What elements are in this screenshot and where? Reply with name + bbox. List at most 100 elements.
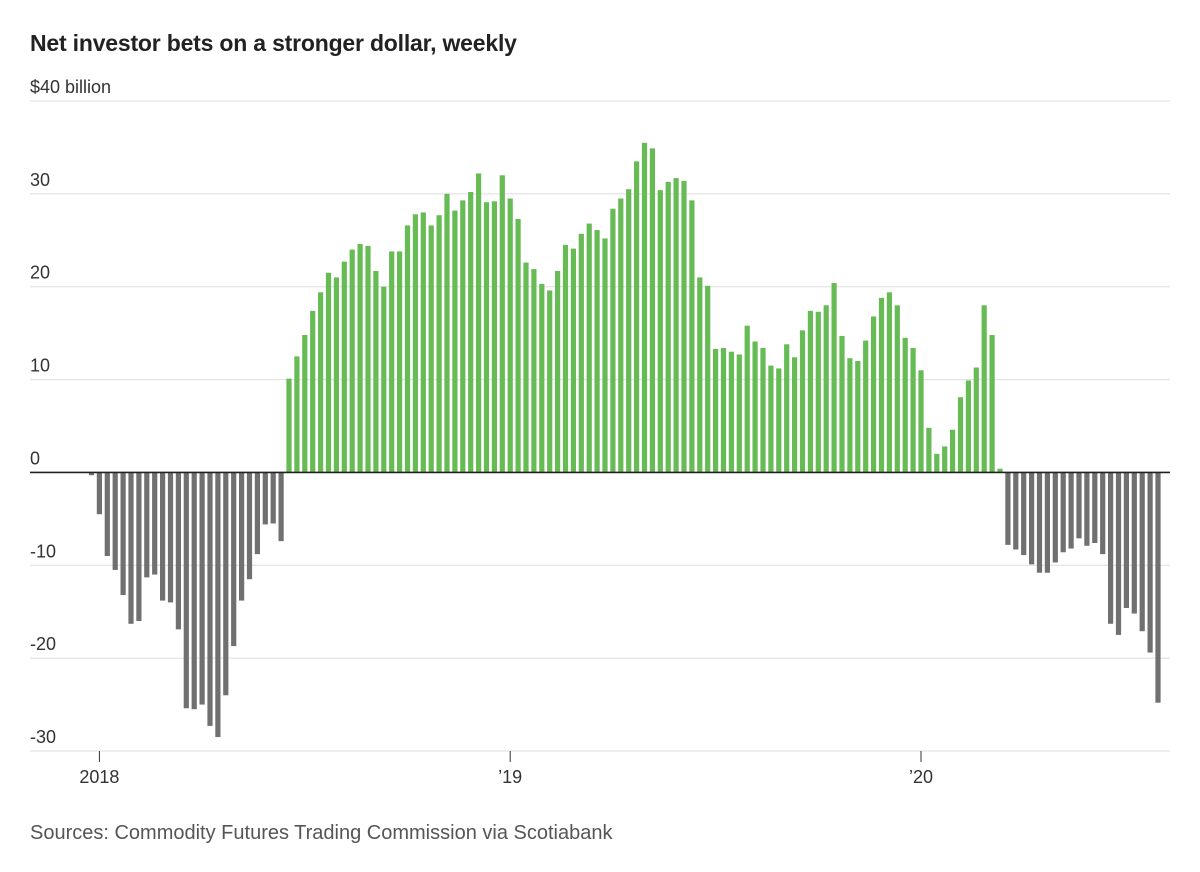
bar [807,310,813,473]
bar [357,244,363,473]
bar [752,341,758,473]
bar [713,348,719,473]
x-tick-label: 2018 [79,767,119,787]
bar [942,446,948,473]
bar [878,297,885,473]
bar [997,468,1003,473]
bar [515,218,521,473]
bar [776,368,782,473]
bar [570,248,576,473]
bar [120,472,126,595]
bar [428,225,434,473]
bar [681,180,687,473]
bar [1068,472,1074,549]
bar [397,251,403,473]
bar [404,225,411,473]
bar [902,337,908,473]
bar [736,354,742,473]
bar [657,190,663,473]
y-tick-label: 20 [30,263,50,283]
bar [476,173,482,473]
bar [594,230,600,473]
bar [641,142,648,473]
bar [381,286,387,473]
grid-lines [30,100,1170,752]
bar [468,192,474,473]
bar [697,277,703,473]
bar [389,251,395,473]
bar [926,427,932,473]
bar [144,472,150,578]
bar [618,198,624,473]
bar [333,277,339,473]
bar [286,378,292,473]
bar [610,208,616,473]
bar [649,148,655,473]
bar [436,215,442,473]
bar [934,453,940,473]
y-tick-label: -30 [30,727,56,747]
y-tick-label: 10 [30,356,50,376]
bar [444,193,450,473]
bar [705,285,711,473]
bar [507,198,513,473]
bar [1155,472,1161,703]
bar [831,283,837,473]
bar [626,189,632,473]
x-axis: 2018 ’19 ’20 [79,751,933,787]
bar [452,210,458,473]
bar [160,472,166,601]
bar [871,316,877,473]
bar [191,472,197,710]
bar [183,472,189,709]
bar [839,335,845,473]
bar [989,335,995,473]
bar [373,270,379,473]
bar [318,292,324,473]
y-tick-label: 0 [30,448,40,468]
bar [88,472,95,476]
bar [278,472,284,542]
bar [1021,472,1027,556]
bar [673,178,679,473]
bar [1123,472,1129,608]
bar [1044,472,1050,573]
bar [175,472,181,630]
bar [523,262,529,473]
bar [128,472,134,624]
bar [420,212,426,473]
bar [531,269,537,473]
bar [104,472,110,556]
bar [957,397,964,473]
y-tick-label: 30 [30,170,50,190]
bar [950,429,956,473]
bar [1084,472,1090,546]
bar [981,305,987,473]
bar [1092,472,1098,543]
bar [886,292,892,473]
bar [483,202,490,473]
bar [254,472,260,555]
bar [167,472,174,603]
bar [1108,472,1114,624]
bar [1131,472,1137,614]
bar [555,270,561,473]
bar [965,380,971,473]
bar [720,348,727,473]
bar [1076,472,1082,539]
bar [562,244,569,473]
bar [1139,472,1145,632]
bar [231,472,237,647]
bar [246,472,253,580]
bar [460,200,466,473]
source-note: Sources: Commodity Futures Trading Commi… [30,822,613,844]
bar [499,175,505,473]
bar [1036,472,1043,573]
bar [112,472,118,570]
bar [1100,472,1106,555]
y-tick-label: -10 [30,541,56,561]
bar [349,249,355,473]
bar [863,340,869,473]
bar [586,223,592,473]
bar [744,325,750,473]
